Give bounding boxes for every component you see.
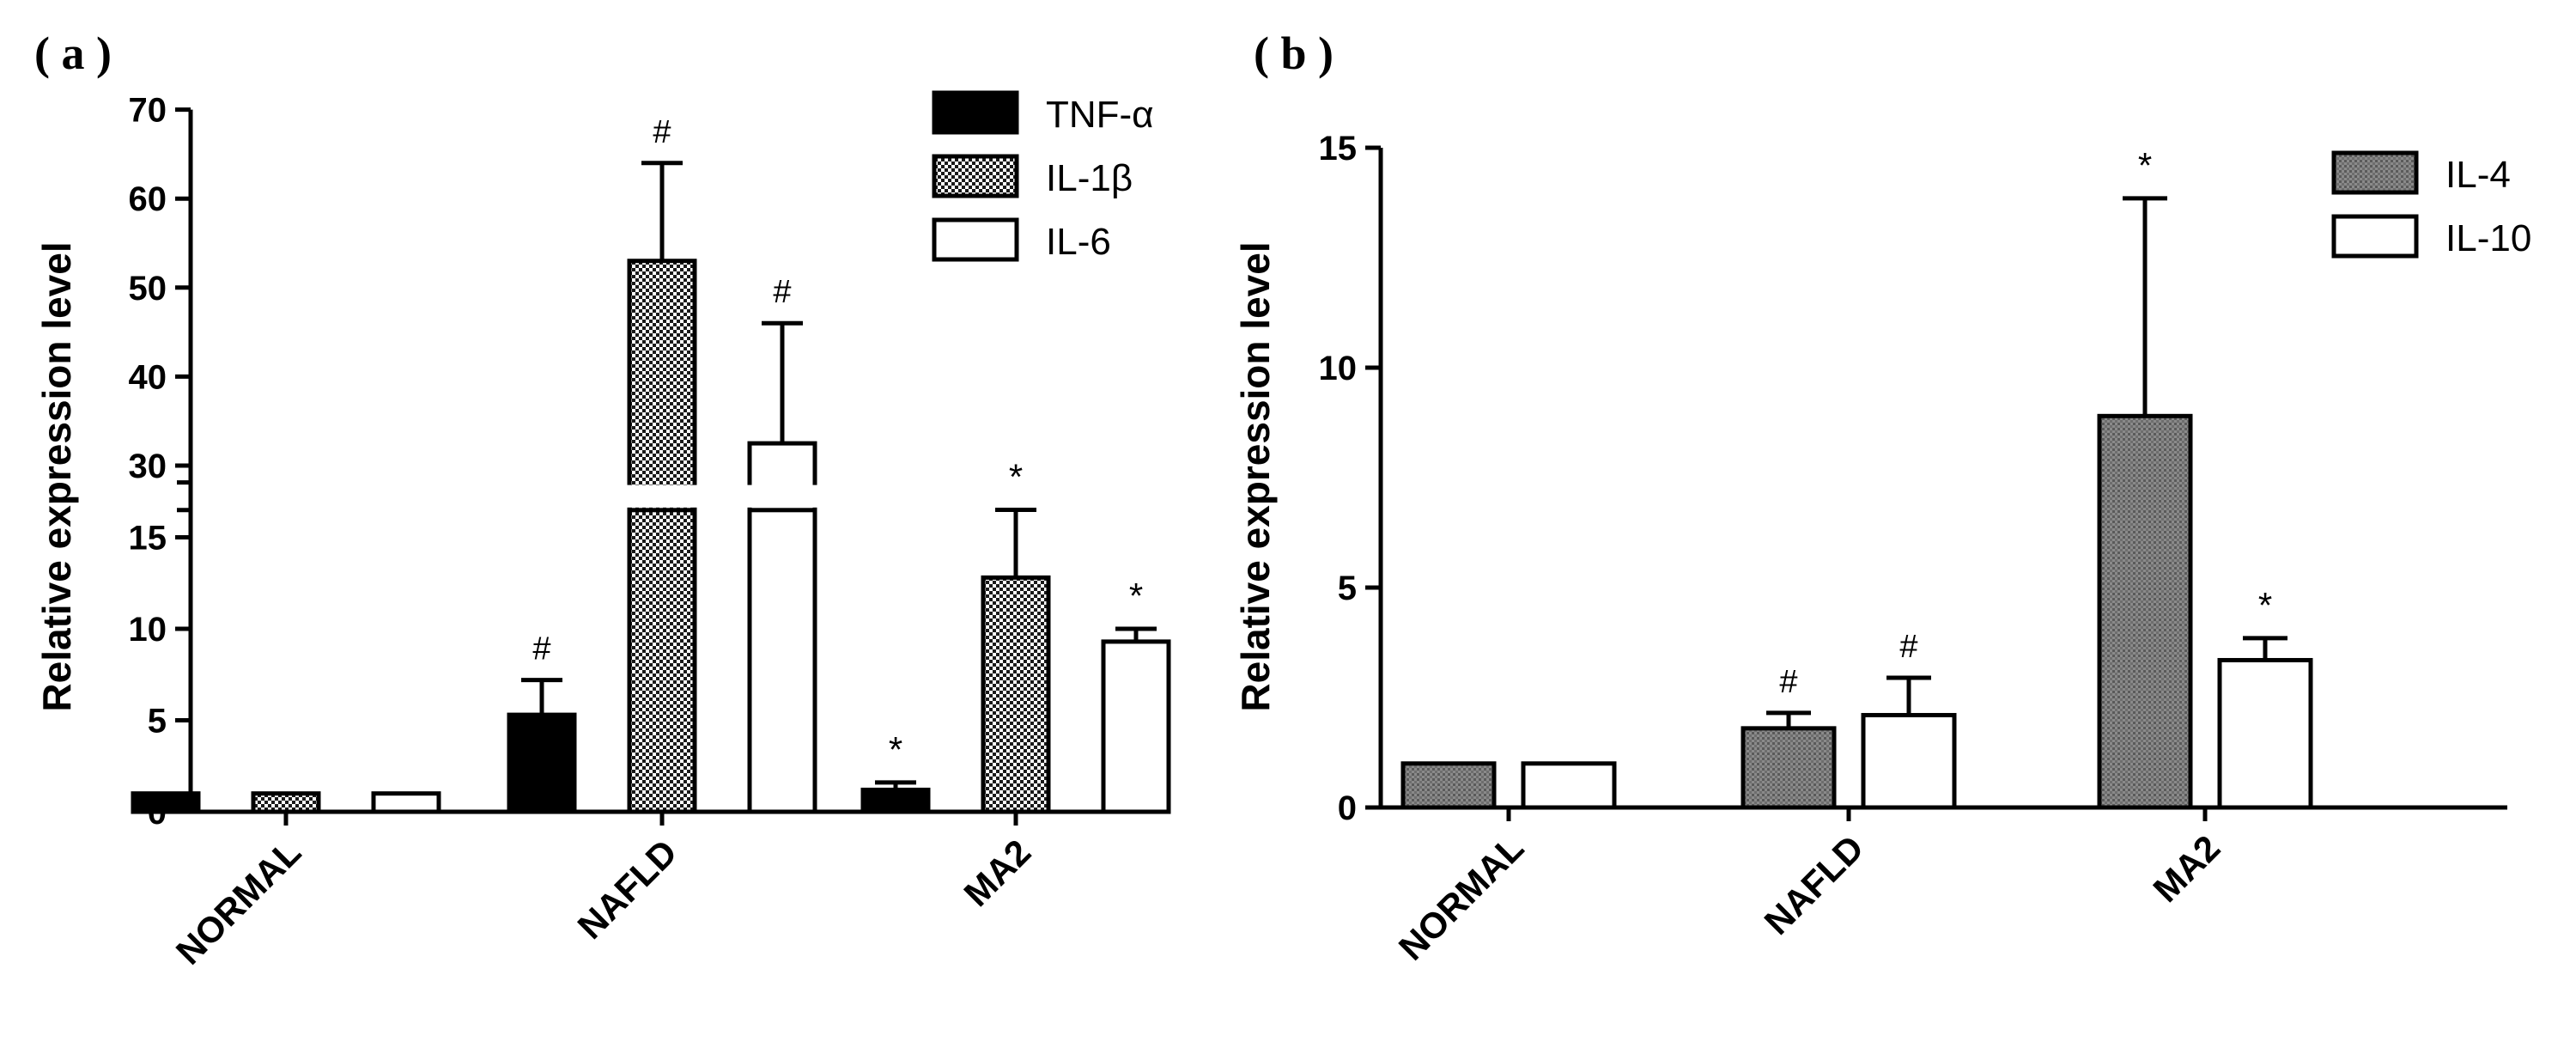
y-tick-label: 0	[1338, 789, 1357, 827]
legend-label-il-4: IL-4	[2445, 154, 2511, 196]
legend-swatch-tnf	[932, 90, 1019, 135]
y-tick-label: 5	[148, 703, 167, 740]
significance-mark: *	[2258, 585, 2272, 625]
bar-il-10-nafld	[1861, 712, 1957, 810]
panel-label-b: ( b )	[1254, 27, 1334, 79]
bar-il-1-normal	[251, 791, 321, 814]
bar-il-1-ma2	[981, 575, 1051, 814]
chart-panel-b: 0 5 10 15 Relative expression level NORMAL NAF…	[1233, 130, 2531, 968]
legend-swatch-il-4	[2331, 150, 2419, 195]
legend-swatch-il-6	[932, 217, 1019, 262]
legend-label-il-10: IL-10	[2445, 217, 2531, 259]
axis-break-gap	[744, 484, 820, 508]
legend-swatch-il-1	[932, 154, 1019, 198]
legend-label-il-6: IL-6	[1046, 221, 1111, 263]
bar-il-6-ma2	[1101, 639, 1171, 814]
axis-break-gap	[624, 484, 700, 508]
legend-label-il-1: IL-1β	[1046, 157, 1133, 199]
significance-mark: #	[1779, 664, 1797, 700]
y-axis-label: Relative expression level	[1233, 241, 1278, 711]
category-label-ma2: MA2	[2145, 827, 2227, 910]
significance-mark: *	[1129, 576, 1143, 616]
bar-tnf-normal	[131, 791, 201, 814]
significance-mark: *	[889, 729, 902, 770]
category-label-nafld: NAFLD	[569, 832, 684, 947]
bar-tnf-ma2	[860, 787, 931, 814]
bar-il-4-nafld	[1741, 726, 1837, 810]
bar-tnf-nafld	[507, 712, 577, 814]
bar-il-1-nafld	[627, 480, 697, 814]
significance-mark: *	[1009, 457, 1023, 497]
bar-il-6-nafld	[747, 480, 817, 814]
y-axis-label: Relative expression level	[34, 241, 79, 711]
category-label-normal: NORMAL	[1391, 827, 1532, 968]
bar-il-4-normal	[1400, 761, 1497, 810]
y-tick-label: 15	[129, 520, 167, 558]
category-label-normal: NORMAL	[168, 832, 309, 972]
bar-il-1-nafld-upper	[627, 259, 697, 513]
panel-label-a: ( a )	[34, 27, 112, 79]
y-tick-label: 10	[129, 611, 167, 649]
significance-mark: *	[2138, 145, 2152, 186]
y-tick-label: 15	[1319, 130, 1358, 168]
significance-mark: #	[773, 274, 791, 310]
chart-panel-a: 0510153040506070Relative expression leve…	[34, 90, 1171, 972]
significance-mark: #	[653, 114, 671, 150]
significance-mark: #	[532, 631, 550, 667]
y-tick-label: 10	[1319, 350, 1358, 387]
legend-label-tnf: TNF-α	[1046, 94, 1154, 136]
bar-il-6-normal	[371, 791, 441, 814]
category-label-ma2: MA2	[956, 832, 1038, 914]
y-tick-label: 60	[129, 180, 167, 218]
y-tick-label: 5	[1338, 570, 1357, 607]
y-tick-label: 30	[129, 448, 167, 485]
bar-il-4-ma2	[2097, 413, 2193, 810]
y-tick-label: 70	[129, 92, 167, 130]
bar-il-10-normal	[1521, 761, 1617, 810]
legend-swatch-il-10	[2331, 214, 2419, 259]
y-tick-label: 50	[129, 270, 167, 308]
category-label-nafld: NAFLD	[1756, 827, 1871, 942]
bar-il-10-ma2	[2217, 657, 2313, 810]
significance-mark: #	[1899, 629, 1917, 665]
y-tick-label: 40	[129, 358, 167, 396]
